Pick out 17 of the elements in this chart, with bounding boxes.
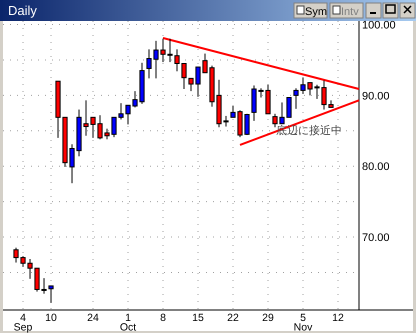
- x-tick-label: 12: [332, 312, 344, 324]
- y-tick-label: 90.00: [362, 90, 390, 102]
- x-tick-label: 5 Nov: [294, 312, 314, 333]
- x-tick-label: 8: [160, 312, 166, 324]
- x-tick-label: 1 Oct: [120, 312, 136, 333]
- x-tick-label: 15: [192, 312, 204, 324]
- x-tick-label: 29: [262, 312, 274, 324]
- x-tick-label: 4 Sep: [14, 312, 33, 333]
- title: Daily: [8, 3, 37, 18]
- x-tick-label: 10: [45, 312, 58, 324]
- y-tick-label: 100.00: [362, 20, 396, 32]
- x-tick-label: 24: [87, 312, 100, 324]
- x-tick-label: 22: [227, 312, 240, 324]
- button: Sym: [294, 2, 328, 18]
- button: Intv: [330, 2, 364, 18]
- y-tick-label: 70.00: [362, 232, 390, 244]
- y-tick-label: 80.00: [362, 161, 390, 174]
